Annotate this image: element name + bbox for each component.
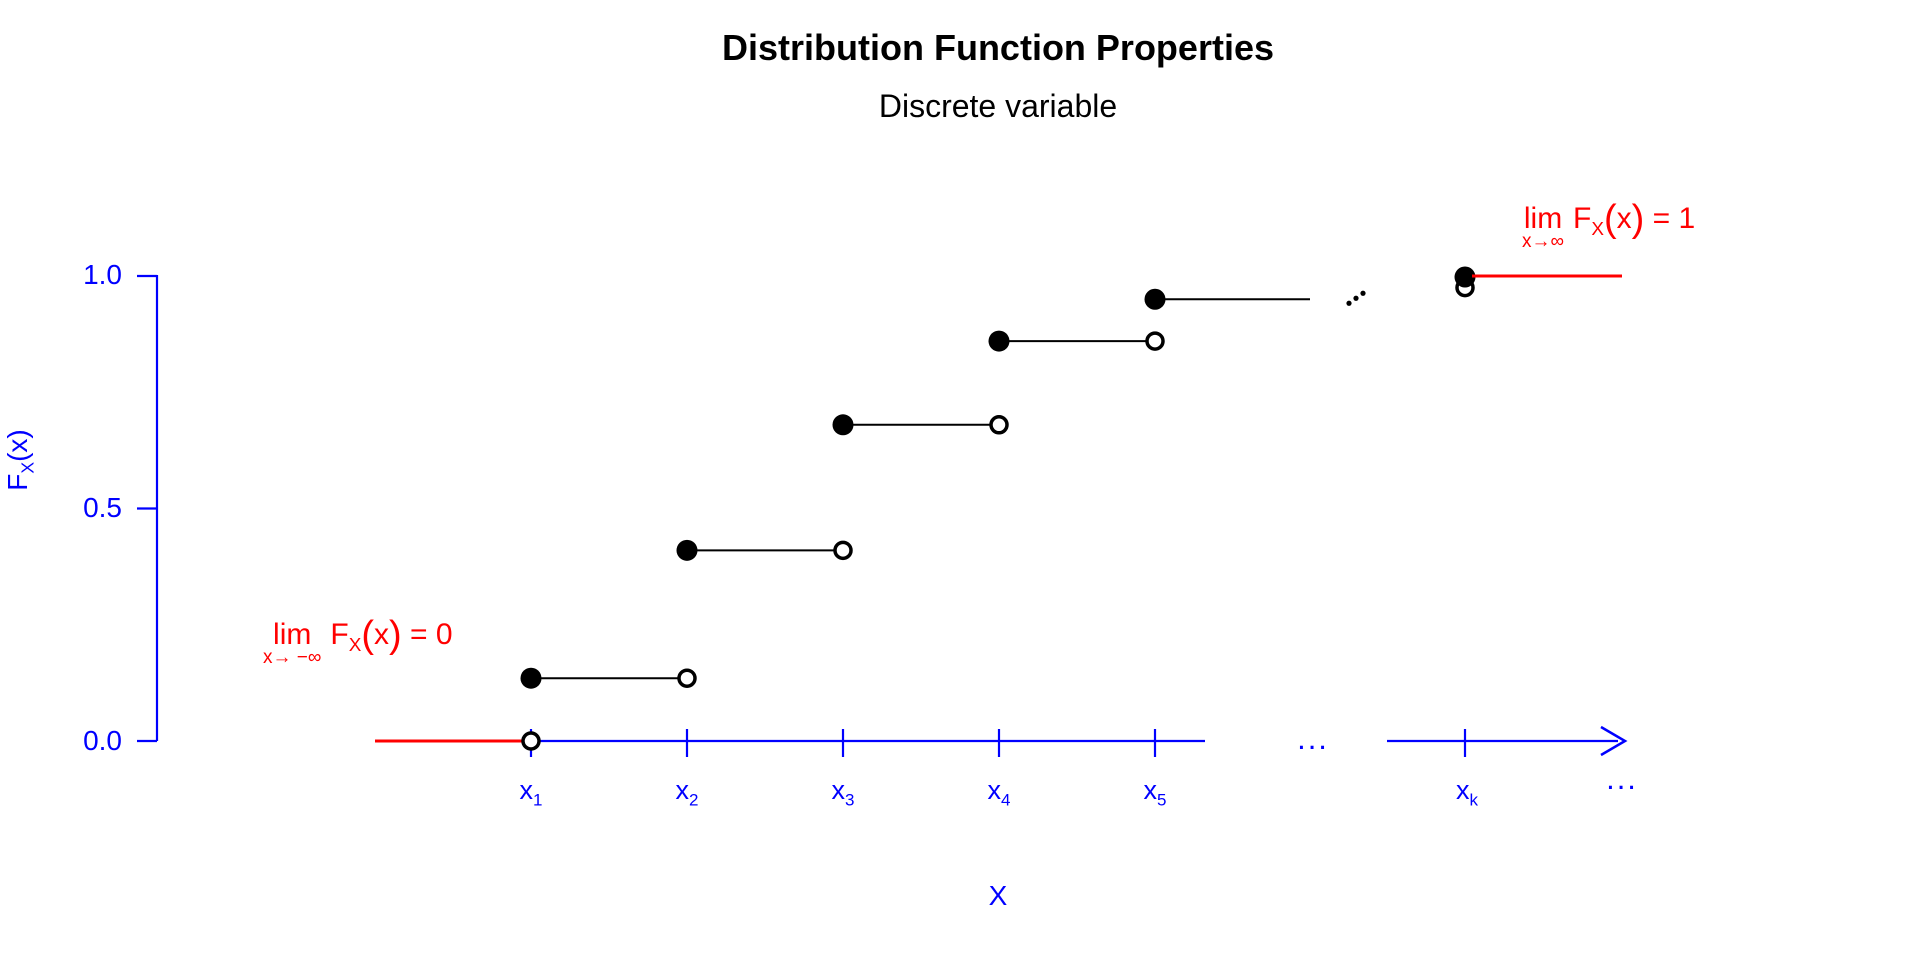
axis-gap-ellipsis: ... bbox=[1297, 721, 1329, 756]
step-closed-point bbox=[832, 414, 854, 436]
x-tick-label-xk: xk bbox=[1456, 775, 1478, 810]
step-open-point bbox=[677, 668, 697, 688]
page-subtitle: Discrete variable bbox=[878, 88, 1118, 124]
step-open-point bbox=[1145, 331, 1165, 351]
continuation-dot bbox=[1346, 300, 1352, 306]
limit-expression: FX(x) = 0 bbox=[330, 614, 453, 656]
axis-open-point bbox=[521, 731, 541, 751]
step-closed-point bbox=[1144, 288, 1166, 310]
x-tick-label-x4: x4 bbox=[987, 775, 1011, 810]
y-tick-label-1.0: 1.0 bbox=[83, 259, 122, 290]
x-tick-label-x2: x2 bbox=[675, 775, 699, 810]
x-tick-label-x1: x1 bbox=[519, 775, 543, 810]
continuation-dot bbox=[1353, 295, 1359, 301]
limit-annotation-neg-infinity: lim x→ −∞ FX(x) = 0 bbox=[263, 614, 453, 668]
limit-annotation-pos-infinity: lim x→∞ FX(x) = 1 bbox=[1522, 198, 1696, 252]
y-tick-label-0.0: 0.0 bbox=[83, 725, 122, 756]
x-tick-label-x3: x3 bbox=[831, 775, 855, 810]
step-closed-point bbox=[988, 330, 1010, 352]
step-open-point bbox=[833, 540, 853, 561]
step-open-point bbox=[989, 415, 1009, 435]
lim-operator: lim x→∞ bbox=[1522, 202, 1565, 252]
page-title: Distribution Function Properties bbox=[721, 27, 1274, 68]
axis-end-ellipsis: ... bbox=[1606, 761, 1638, 796]
limit-expression: FX(x) = 1 bbox=[1573, 198, 1696, 240]
step-closed-point bbox=[520, 667, 542, 689]
x-tick-label-x5: x5 bbox=[1143, 775, 1167, 810]
lim-operator: lim x→ −∞ bbox=[263, 618, 322, 668]
xk-closed-point bbox=[1454, 266, 1476, 288]
y-tick-label-0.5: 0.5 bbox=[83, 492, 122, 523]
step-closed-point bbox=[676, 539, 698, 561]
continuation-dot bbox=[1360, 290, 1366, 296]
x-axis-arrowhead bbox=[1600, 725, 1628, 757]
x-axis-label: X bbox=[988, 880, 1008, 911]
y-axis-label: FX(x) bbox=[2, 429, 38, 491]
